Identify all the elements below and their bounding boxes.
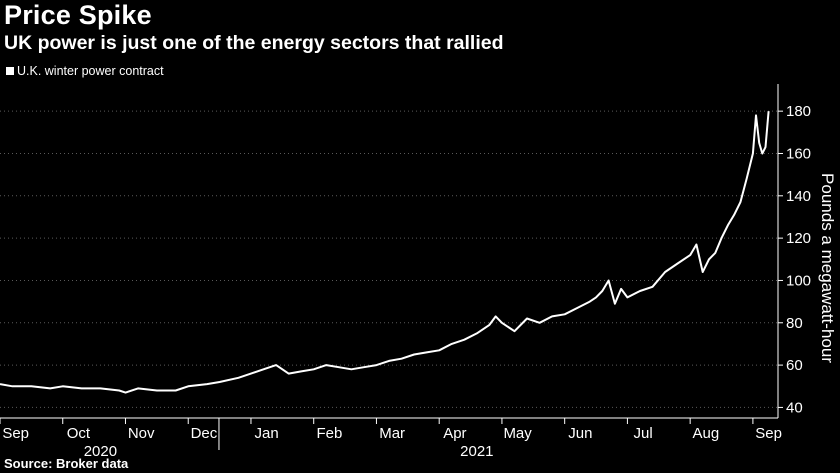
x-tick-label-10: Jul [634,425,653,442]
legend: U.K. winter power contract [6,64,164,78]
y-tick-label-160: 160 [786,145,811,162]
x-tick-label-5: Feb [316,425,342,442]
source-note: Source: Broker data [4,456,129,471]
y-tick-label-120: 120 [786,230,811,247]
axis-layer: 40 60 80 100 120 140 160 180 Sep Oct Nov Dec Jan Feb M… [0,84,811,460]
y-axis-label: Pounds a megawatt-hour [818,173,837,363]
y-tick-label-100: 100 [786,272,811,289]
x-tick-label-11: Aug [692,425,719,442]
grid-layer [0,110,778,408]
x-tick-label-3: Dec [191,425,218,442]
x-tick-label-8: May [503,425,532,442]
year-label-2021: 2021 [460,443,493,460]
chart-title: Price Spike [4,0,152,30]
x-tick-label-1: Oct [67,425,91,442]
series-line-0 [0,111,770,394]
x-tick-label-4: Jan [255,425,279,442]
chart-subtitle: UK power is just one of the energy secto… [4,32,504,54]
x-tick-label-12: Sep [755,425,782,442]
year-label-2020: 2020 [84,443,117,460]
y-tick-label-140: 140 [786,188,811,205]
x-tick-label-7: Apr [443,425,466,442]
x-tick-label-6: Mar [379,425,405,442]
legend-label: U.K. winter power contract [17,64,164,78]
x-tick-label-0: Sep [2,425,29,442]
x-tick-label-9: Jun [568,425,592,442]
line-layer [0,111,770,394]
y-tick-label-40: 40 [786,399,803,416]
x-tick-label-2: Nov [128,425,155,442]
y-tick-label-60: 60 [786,357,803,374]
y-tick-label-80: 80 [786,315,803,332]
legend-swatch [6,67,14,75]
y-tick-label-180: 180 [786,103,811,120]
